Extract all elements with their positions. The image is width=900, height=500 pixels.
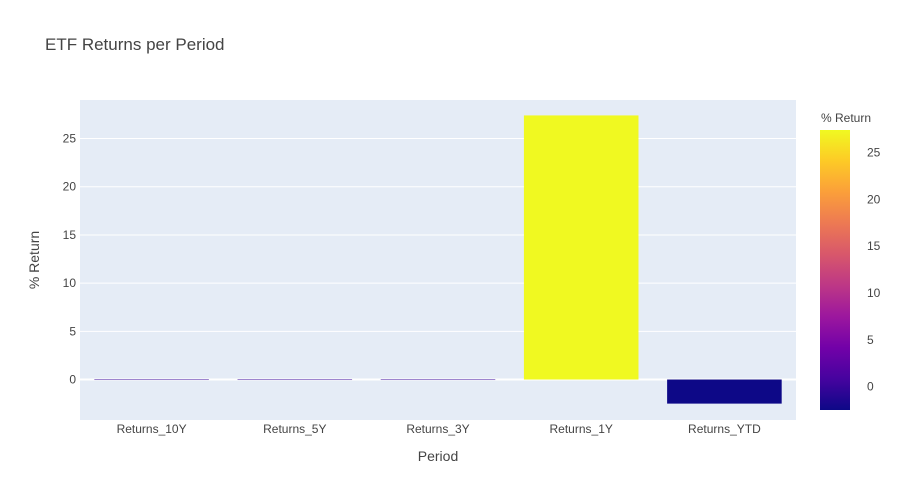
colorbar-tick-label: 0 [867,380,874,394]
y-tick-labels: 0 5 10 15 20 25 [63,132,77,387]
bar[interactable] [523,115,639,380]
colorbar-tick-label: 15 [867,239,881,253]
bar[interactable] [237,379,353,381]
colorbar-title: % Return [821,111,871,125]
plot-area [80,100,796,420]
bar[interactable] [667,379,782,404]
colorbar-tick-label: 25 [867,145,881,159]
x-tick-label: Returns_10Y [117,422,187,436]
x-axis-label: Period [418,448,458,464]
x-tick-label: Returns_5Y [263,422,326,436]
x-tick-label: Returns_YTD [688,422,761,436]
bars [94,115,782,404]
colorbar-tick-labels: 0 5 10 15 20 25 [867,145,881,393]
x-tick-label: Returns_3Y [406,422,469,436]
colorbar [820,130,850,410]
bar[interactable] [94,379,209,381]
y-tick-label: 20 [63,180,77,194]
y-axis-label: % Return [26,231,42,289]
y-tick-label: 10 [63,276,77,290]
y-tick-label: 0 [69,373,76,387]
x-tick-labels: Returns_10Y Returns_5Y Returns_3Y Returns_1… [117,422,761,436]
y-tick-label: 25 [63,132,77,146]
chart-title: ETF Returns per Period [45,35,225,54]
colorbar-tick-label: 10 [867,286,881,300]
colorbar-tick-label: 5 [867,333,874,347]
colorbar-tick-label: 20 [867,192,881,206]
x-tick-label: Returns_1Y [550,422,613,436]
bar[interactable] [380,379,496,381]
y-tick-label: 15 [63,228,77,242]
y-tick-label: 5 [69,324,76,338]
